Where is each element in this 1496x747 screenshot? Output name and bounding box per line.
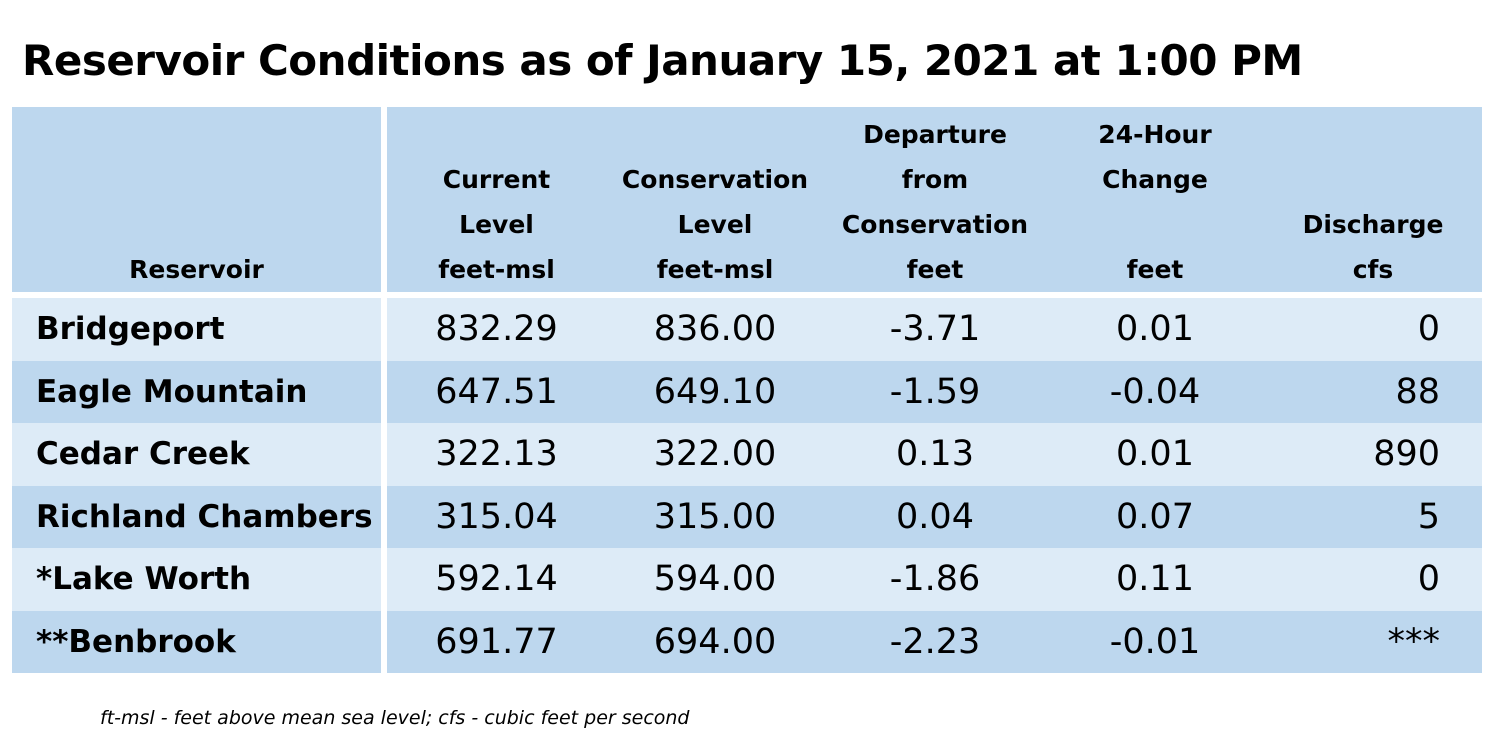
discharge-cell: 5	[1264, 485, 1482, 548]
reservoir-name: **Benbrook	[12, 610, 387, 673]
table-row: Bridgeport 832.29 836.00 -3.71 0.01 0	[12, 298, 1482, 361]
change-cell: 0.01	[1046, 298, 1264, 361]
reservoir-name: *Lake Worth	[12, 548, 387, 611]
column-header-reservoir: Reservoir	[12, 107, 387, 292]
current-level-cell: 691.77	[384, 610, 606, 673]
current-level-cell: 322.13	[384, 423, 606, 486]
departure-cell: -2.23	[824, 610, 1046, 673]
units-row: feet-msl feet-msl feet feet cfs	[12, 247, 1482, 292]
current-level-cell: 592.14	[384, 548, 606, 611]
reservoir-table: Reservoir Current Level Conservation Lev…	[12, 107, 1482, 673]
unit-24-hour-change: feet	[1046, 247, 1264, 292]
discharge-cell: ***	[1264, 610, 1482, 673]
reservoir-name: Richland Chambers	[12, 485, 387, 548]
column-header-current-level: Current Level	[384, 107, 606, 247]
departure-cell: -3.71	[824, 298, 1046, 361]
change-cell: 0.07	[1046, 485, 1264, 548]
departure-cell: -1.86	[824, 548, 1046, 611]
discharge-cell: 0	[1264, 298, 1482, 361]
conservation-level-cell: 836.00	[606, 298, 824, 361]
header-row: Reservoir Current Level Conservation Lev…	[12, 107, 1482, 292]
conservation-level-cell: 322.00	[606, 423, 824, 486]
departure-cell: -1.59	[824, 360, 1046, 423]
current-level-cell: 832.29	[384, 298, 606, 361]
table-row: **Benbrook 691.77 694.00 -2.23 -0.01 ***	[12, 610, 1482, 673]
current-level-cell: 647.51	[384, 360, 606, 423]
conservation-level-cell: 315.00	[606, 485, 824, 548]
departure-cell: 0.13	[824, 423, 1046, 486]
table-row: *Lake Worth 592.14 594.00 -1.86 0.11 0	[12, 548, 1482, 611]
change-cell: -0.01	[1046, 610, 1264, 673]
current-level-cell: 315.04	[384, 485, 606, 548]
reservoir-name: Eagle Mountain	[12, 360, 387, 423]
header-gap	[12, 292, 1482, 298]
change-cell: 0.01	[1046, 423, 1264, 486]
unit-departure: feet	[824, 247, 1046, 292]
column-header-discharge: Discharge	[1264, 107, 1482, 247]
departure-cell: 0.04	[824, 485, 1046, 548]
reservoir-name: Cedar Creek	[12, 423, 387, 486]
conservation-level-cell: 594.00	[606, 548, 824, 611]
table-row: Eagle Mountain 647.51 649.10 -1.59 -0.04…	[12, 360, 1482, 423]
unit-discharge: cfs	[1264, 247, 1482, 292]
discharge-cell: 890	[1264, 423, 1482, 486]
page-title: Reservoir Conditions as of January 15, 2…	[22, 36, 1303, 85]
conservation-level-cell: 649.10	[606, 360, 824, 423]
change-cell: 0.11	[1046, 548, 1264, 611]
column-header-24-hour-change: 24-Hour Change	[1046, 107, 1264, 247]
discharge-cell: 88	[1264, 360, 1482, 423]
table-row: Cedar Creek 322.13 322.00 0.13 0.01 890	[12, 423, 1482, 486]
column-header-departure: Departure from Conservation	[824, 107, 1046, 247]
unit-conservation-level: feet-msl	[606, 247, 824, 292]
column-header-conservation-level: Conservation Level	[606, 107, 824, 247]
table-row: Richland Chambers 315.04 315.00 0.04 0.0…	[12, 485, 1482, 548]
discharge-cell: 0	[1264, 548, 1482, 611]
change-cell: -0.04	[1046, 360, 1264, 423]
footnote: ft-msl - feet above mean sea level; cfs …	[100, 707, 690, 729]
conservation-level-cell: 694.00	[606, 610, 824, 673]
unit-current-level: feet-msl	[384, 247, 606, 292]
reservoir-name: Bridgeport	[12, 298, 387, 361]
